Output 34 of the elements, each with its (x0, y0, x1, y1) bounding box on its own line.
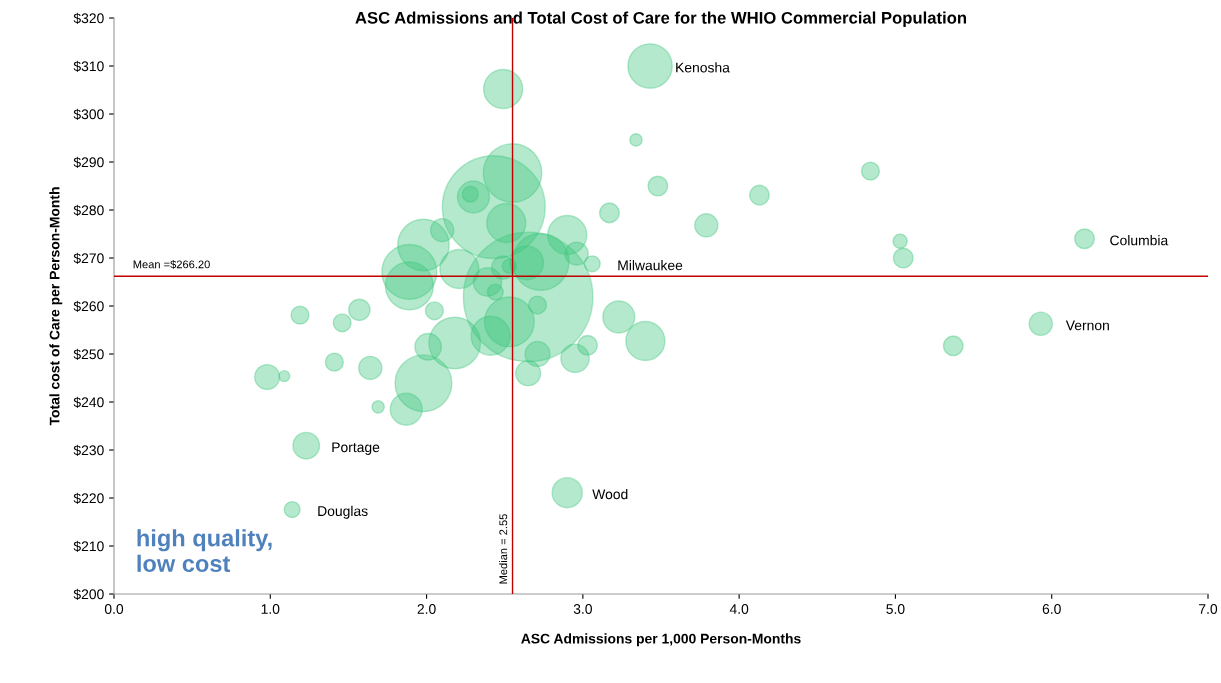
x-tick-label: 1.0 (261, 604, 280, 614)
annotation: Columbia (1110, 235, 1169, 246)
x-tick-label: 4.0 (729, 604, 749, 614)
x-tick-label: 6.0 (1042, 604, 1061, 614)
y-tick-label: $310 (73, 60, 104, 72)
x-tick-label: 2.0 (417, 604, 436, 614)
annotation: Wood (592, 489, 628, 500)
y-tick-label: $260 (73, 300, 104, 312)
y-tick-label: $200 (73, 588, 104, 600)
y-tick-label: $220 (73, 492, 104, 504)
annotation: high quality, low cost (137, 529, 272, 573)
chart-title: ASC Admissions and Total Cost of Care for the WHIO Commercial Population (355, 11, 967, 28)
y-axis-title: Total cost of Care per Person-Month (49, 187, 63, 426)
y-tick-label: $250 (73, 348, 104, 360)
annotation: Douglas (318, 505, 368, 519)
annotation: Milwaukee (618, 260, 683, 271)
y-tick-label: $290 (73, 156, 104, 168)
x-tick-label: 0.0 (104, 604, 124, 614)
annotation: Kenosha (676, 62, 730, 73)
y-tick-label: $280 (73, 204, 104, 216)
y-tick-label: $210 (73, 540, 104, 552)
x-tick-label: 5.0 (886, 604, 905, 614)
y-tick-label: $230 (73, 444, 104, 456)
y-tick-label: $270 (73, 252, 104, 264)
x-tick-label: 3.0 (573, 604, 592, 614)
y-tick-label: $240 (73, 396, 104, 408)
x-tick-label: 7.0 (1199, 604, 1218, 614)
y-tick-label: $300 (73, 108, 104, 120)
ref-line-label: Mean =$266.20 (133, 259, 210, 269)
annotation: Vernon (1065, 320, 1109, 331)
x-axis-title: ASC Admissions per 1,000 Person-Months (521, 633, 801, 647)
annotation: Portage (332, 442, 380, 455)
ref-line-label: Median = 2.55 (499, 514, 508, 584)
y-tick-label: $320 (73, 12, 104, 24)
